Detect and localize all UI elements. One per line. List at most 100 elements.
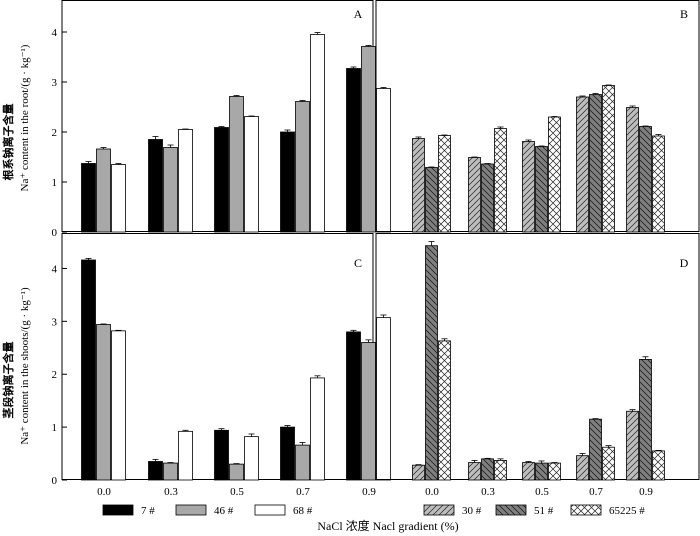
legend-left-swatch [102, 504, 134, 516]
bar-d-s51-0.3 [481, 458, 494, 481]
bar-d-s30-0.5 [522, 462, 535, 481]
bar-b-s51-0.5 [535, 146, 548, 233]
bar-a-s68-0.3 [178, 129, 193, 233]
bar-a-s7-0.9 [346, 68, 361, 233]
y-tick-label: 1 [52, 422, 58, 434]
bar-a-s68-0.9 [376, 88, 391, 233]
legend-right-label: 30 # [462, 505, 482, 517]
chart-panels: 0 1 2 3 4 A B 0 1 2 3 4 C 0.0 0.3 0.5 0.7 0.9 D 0.0 0.3 0.5 0.… [52, 0, 700, 498]
legend-left-label: 68 # [293, 505, 313, 517]
bar-d-s65225-0.9 [652, 450, 665, 481]
chart-legends: 7 # 46 # 68 # 30 # 51 # 65225 # [102, 504, 645, 517]
x-tick-label: 0.9 [639, 486, 653, 498]
bar-a-s46-0.9 [361, 46, 376, 233]
bar-d-s65225-0.0 [438, 340, 451, 481]
bar-c-s68-0.5 [244, 436, 259, 481]
bar-c-s46-0.3 [163, 462, 178, 481]
bar-a-s46-0.3 [163, 147, 178, 233]
y-tick-label: 3 [52, 77, 58, 89]
panel-label: A [354, 7, 363, 21]
legend-left-swatch [254, 504, 286, 516]
y-tick-label: 3 [52, 316, 58, 328]
bar-b-s65225-0.9 [652, 135, 665, 233]
bar-c-s68-0.7 [310, 377, 325, 481]
legend-right-swatch [570, 504, 602, 516]
bar-c-s46-0.5 [229, 463, 244, 481]
bar-a-s7-0.7 [280, 131, 295, 233]
bar-a-s68-0.0 [111, 164, 126, 233]
bar-b-s30-0.0 [412, 138, 425, 233]
x-tick-label: 0.5 [230, 486, 244, 498]
x-tick-label: 0.9 [362, 486, 376, 498]
panel-b: B [375, 0, 700, 233]
bar-c-s7-0.9 [346, 331, 361, 481]
bar-b-s65225-0.7 [602, 85, 615, 233]
bar-d-s65225-0.7 [602, 446, 615, 481]
bar-a-s7-0.0 [81, 163, 96, 233]
bar-b-s51-0.9 [639, 126, 652, 233]
legend-right-swatch [495, 504, 527, 516]
legend-left-swatch [175, 504, 207, 516]
bar-a-s46-0.0 [96, 148, 111, 233]
legend-right-swatch [423, 504, 455, 516]
bar-d-s30-0.7 [576, 455, 589, 481]
y-tick-label: 0 [52, 227, 58, 239]
bar-c-s68-0.3 [178, 430, 193, 481]
bar-c-s46-0.9 [361, 342, 376, 481]
bar-c-s46-0.7 [295, 444, 310, 481]
y-label-shoots-cn: 茎段钠离子含量 [1, 342, 15, 419]
x-tick-label: 0.0 [425, 486, 439, 498]
y-tick-label: 1 [52, 177, 58, 189]
bar-d-s51-0.5 [535, 462, 548, 481]
y-tick-label: 2 [52, 127, 58, 139]
panel-d: D 0.0 0.3 0.5 0.7 0.9 [375, 233, 700, 498]
panel-label: C [354, 256, 362, 270]
x-tick-label: 0.7 [589, 486, 603, 498]
x-tick-label: 0.5 [535, 486, 549, 498]
x-tick-label: 0.3 [481, 486, 495, 498]
bar-c-s68-0.0 [111, 330, 126, 481]
panel-label: D [680, 256, 689, 270]
y-tick-label: 2 [52, 369, 58, 381]
bar-b-s51-0.3 [481, 163, 494, 233]
bar-c-s7-0.5 [214, 429, 229, 481]
x-tick-label: 0.7 [296, 486, 310, 498]
bar-d-s30-0.3 [468, 462, 481, 481]
x-axis-label: NaCl 浓度 Nacl gradient (%) [317, 518, 458, 533]
bar-c-s7-0.7 [280, 426, 295, 481]
bar-b-s30-0.7 [576, 96, 589, 233]
bar-a-s46-0.7 [295, 101, 310, 233]
bar-c-s7-0.0 [81, 259, 96, 481]
bar-d-s30-0.9 [626, 410, 639, 481]
bar-d-s51-0.9 [639, 359, 652, 481]
bar-b-s65225-0.3 [494, 128, 507, 233]
bar-a-s7-0.5 [214, 127, 229, 233]
bar-d-s51-0.7 [589, 418, 602, 481]
legend-left-label: 46 # [214, 505, 234, 517]
bar-a-s68-0.5 [244, 116, 259, 233]
y-label-root-cn: 根系钠离子含量 [1, 104, 15, 181]
bar-d-s51-0.0 [425, 245, 438, 481]
bar-a-s68-0.7 [310, 34, 325, 233]
legend-right-label: 65225 # [609, 505, 645, 517]
y-tick-label: 4 [52, 27, 58, 39]
bar-a-s7-0.3 [148, 139, 163, 233]
y-label-root-en: Na⁺ content in the root/(g · kg⁻¹) [19, 44, 31, 191]
x-tick-label: 0.0 [97, 486, 111, 498]
bar-a-s46-0.5 [229, 96, 244, 233]
bar-d-s30-0.0 [412, 464, 425, 481]
bar-d-s65225-0.5 [548, 462, 561, 481]
panel-c: 0 1 2 3 4 C 0.0 0.3 0.5 0.7 0.9 [52, 233, 391, 498]
y-tick-label: 0 [52, 475, 58, 487]
bar-b-s65225-0.5 [548, 116, 561, 233]
bar-b-s51-0.0 [425, 167, 438, 233]
bar-b-s65225-0.0 [438, 135, 451, 233]
bar-c-s46-0.0 [96, 324, 111, 481]
legend-left-label: 7 # [141, 505, 155, 517]
y-tick-label: 4 [52, 263, 58, 275]
y-label-shoots-en: Na⁺ content in the shoots/(g · kg⁻¹) [19, 287, 31, 445]
panel-a: 0 1 2 3 4 A [52, 0, 391, 239]
bar-c-s7-0.3 [148, 461, 163, 481]
bar-c-s68-0.9 [376, 317, 391, 481]
